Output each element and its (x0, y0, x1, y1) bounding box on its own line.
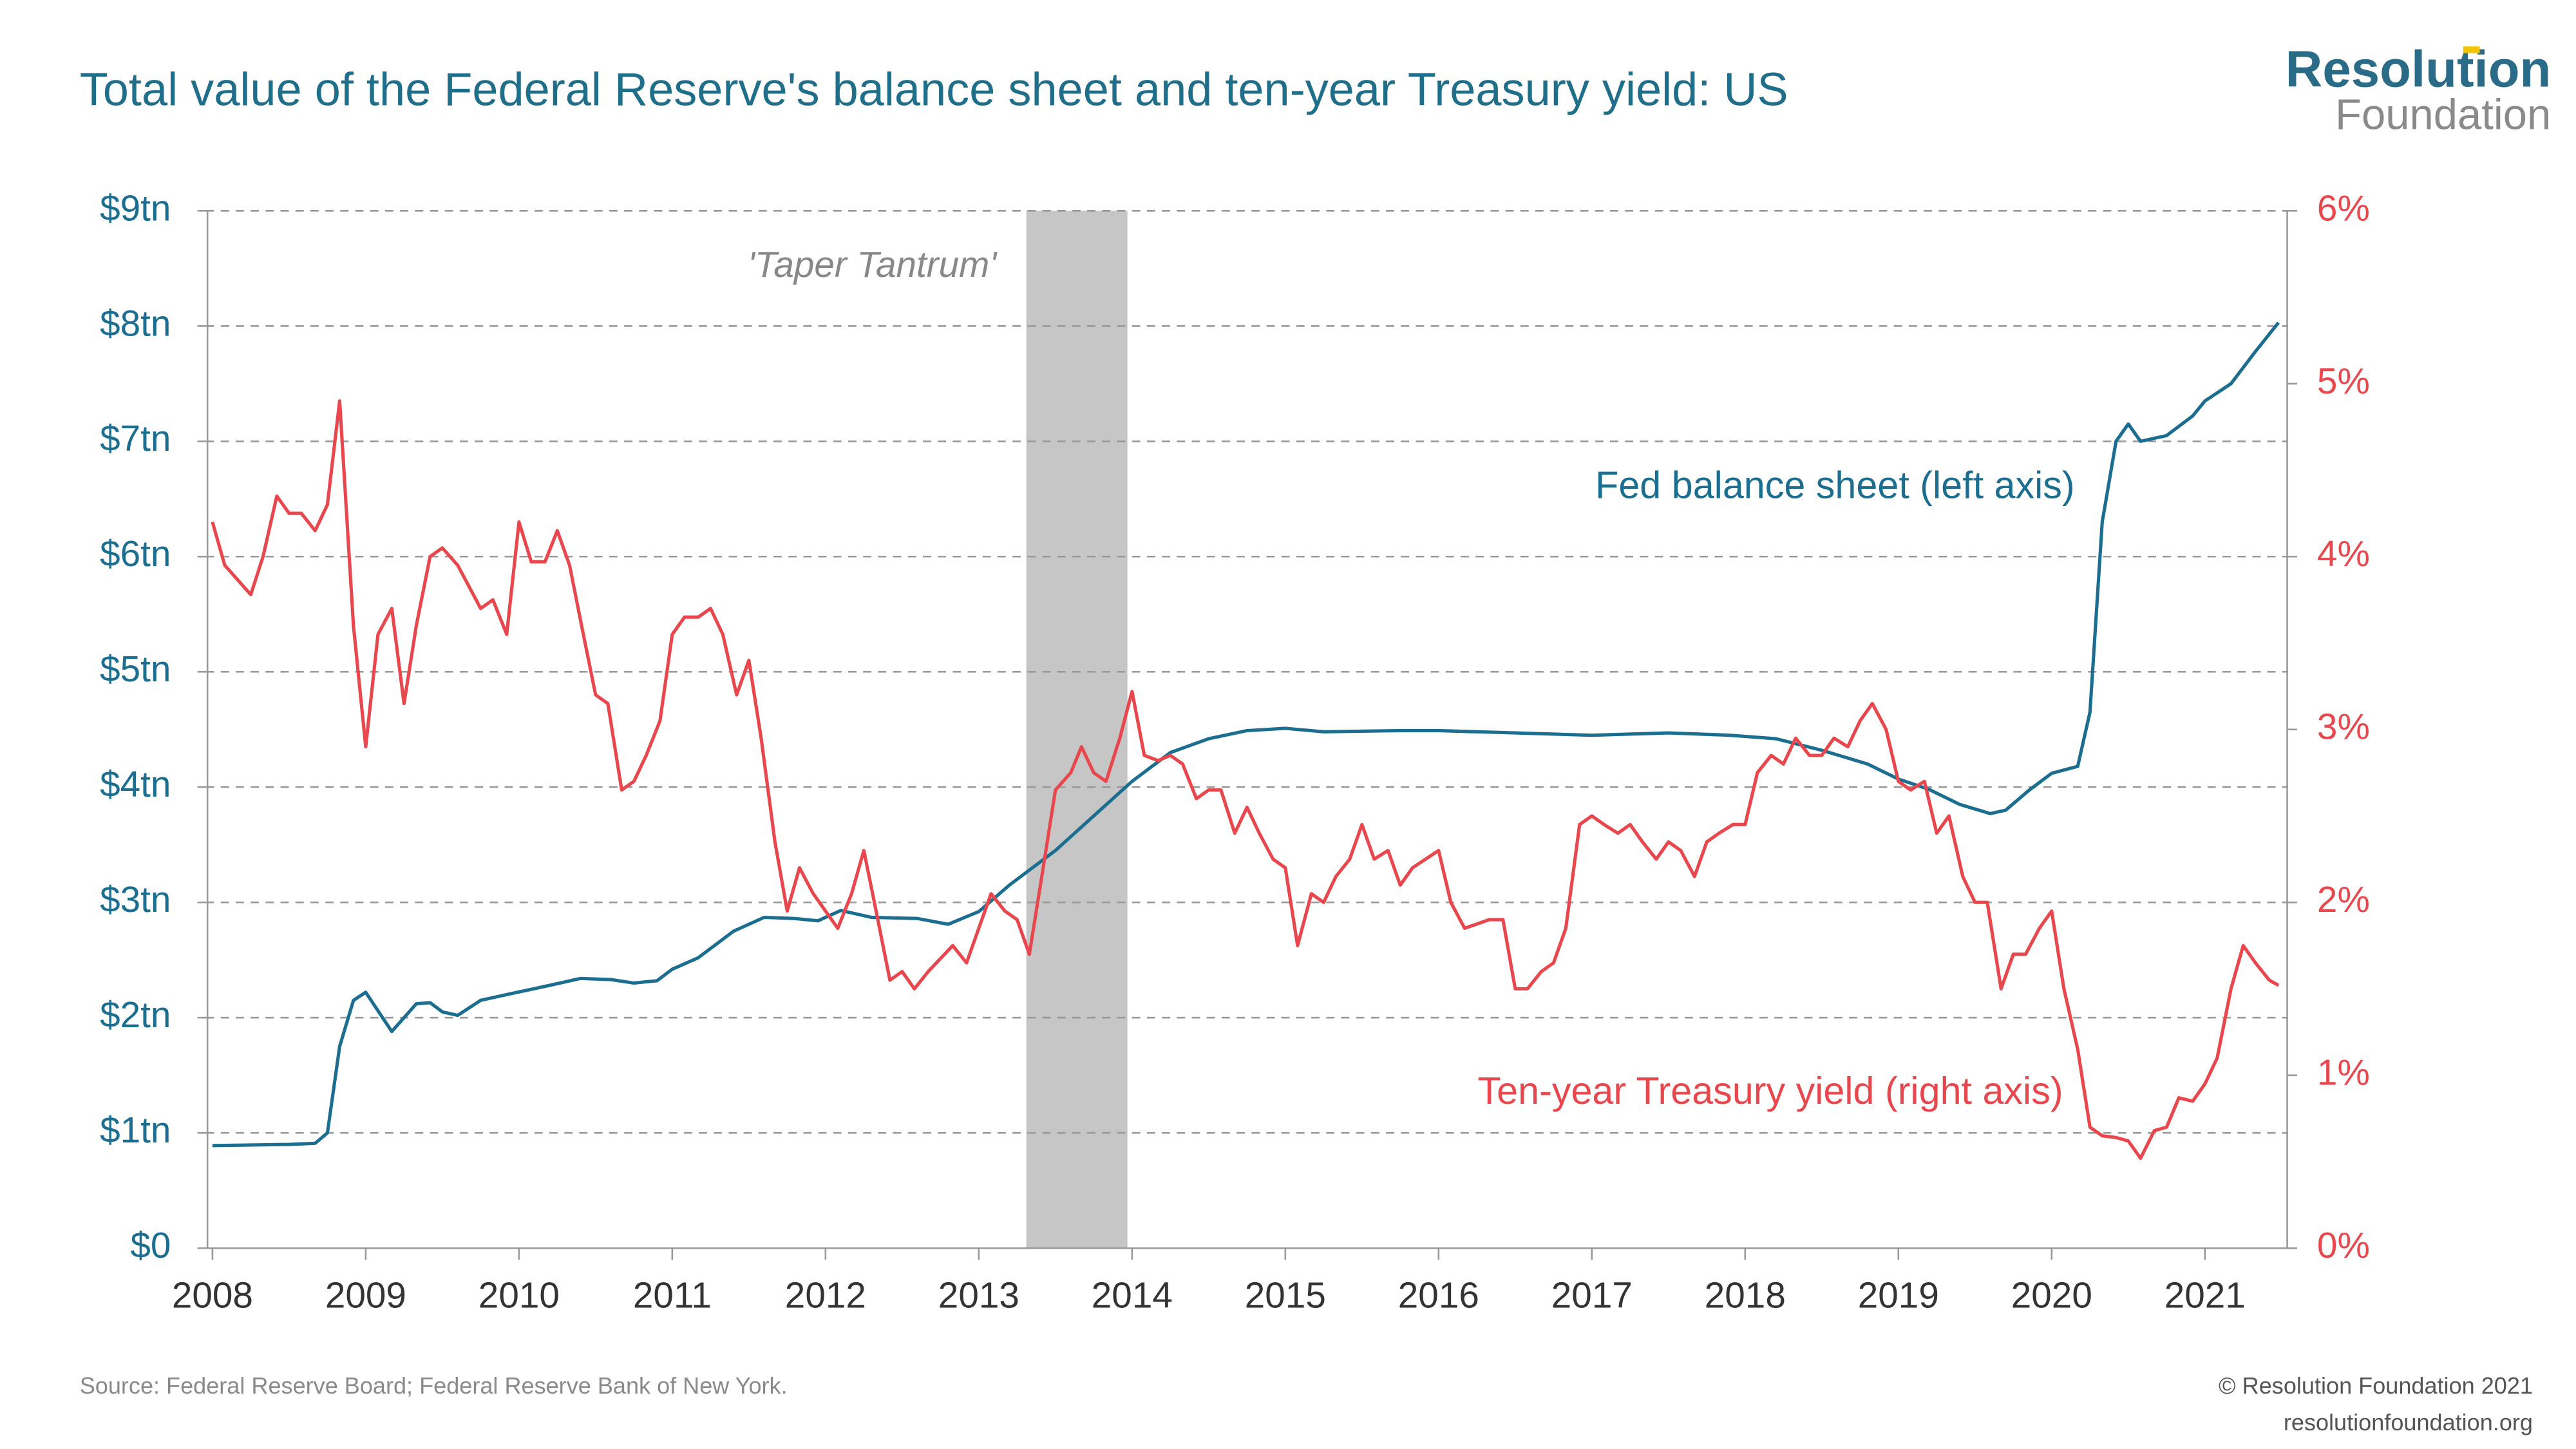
y2-tick-label: 6% (2317, 188, 2370, 229)
website: resolutionfoundation.org (2284, 1409, 2533, 1435)
x-tick-label: 2011 (633, 1275, 712, 1316)
shaded-period-label: 'Taper Tantrum' (748, 245, 998, 285)
y2-tick-label: 2% (2317, 880, 2370, 920)
logo-accent (2463, 46, 2480, 53)
y-tick-label: $9tn (100, 188, 171, 229)
x-tick-label: 2020 (2011, 1275, 2092, 1316)
shaded-period (1026, 211, 1128, 1249)
logo-top: Resolution (2286, 41, 2552, 98)
x-tick-label: 2008 (172, 1275, 253, 1316)
y2-tick-label: 0% (2317, 1226, 2370, 1266)
y2-tick-label: 3% (2317, 707, 2370, 748)
source: Source: Federal Reserve Board; Federal R… (80, 1372, 788, 1399)
series-label: Fed balance sheet (left axis) (1595, 463, 2075, 506)
y-tick-label: $2tn (100, 995, 171, 1036)
chart-title: Total value of the Federal Reserve's bal… (80, 64, 1788, 115)
copyright: © Resolution Foundation 2021 (2219, 1372, 2533, 1399)
x-tick-label: 2017 (1551, 1275, 1633, 1316)
x-tick-label: 2019 (1858, 1275, 1939, 1316)
series-line (211, 399, 2280, 1160)
x-tick-label: 2018 (1705, 1275, 1786, 1316)
y-tick-label: $3tn (100, 880, 171, 920)
x-tick-label: 2015 (1245, 1275, 1326, 1316)
series-line (212, 321, 2280, 1148)
y2-tick-label: 4% (2317, 534, 2370, 574)
x-tick-label: 2016 (1398, 1275, 1479, 1316)
logo-bottom: Foundation (2335, 91, 2551, 139)
y2-tick-label: 1% (2317, 1053, 2370, 1094)
x-tick-label: 2013 (938, 1275, 1019, 1316)
x-tick-label: 2014 (1092, 1275, 1173, 1316)
x-tick-label: 2021 (2164, 1275, 2246, 1316)
x-tick-label: 2012 (785, 1275, 866, 1316)
x-tick-label: 2009 (325, 1275, 406, 1316)
y-tick-label: $4tn (100, 764, 171, 805)
y-tick-label: $6tn (100, 534, 171, 574)
y-tick-label: $5tn (100, 649, 171, 690)
y-tick-label: $1tn (100, 1110, 171, 1151)
series-label: Ten-year Treasury yield (right axis) (1478, 1069, 2063, 1112)
y-tick-label: $0 (130, 1226, 171, 1266)
y-tick-label: $7tn (100, 419, 171, 459)
y-tick-label: $8tn (100, 303, 171, 344)
x-tick-label: 2010 (478, 1275, 560, 1316)
y2-tick-label: 5% (2317, 361, 2370, 402)
